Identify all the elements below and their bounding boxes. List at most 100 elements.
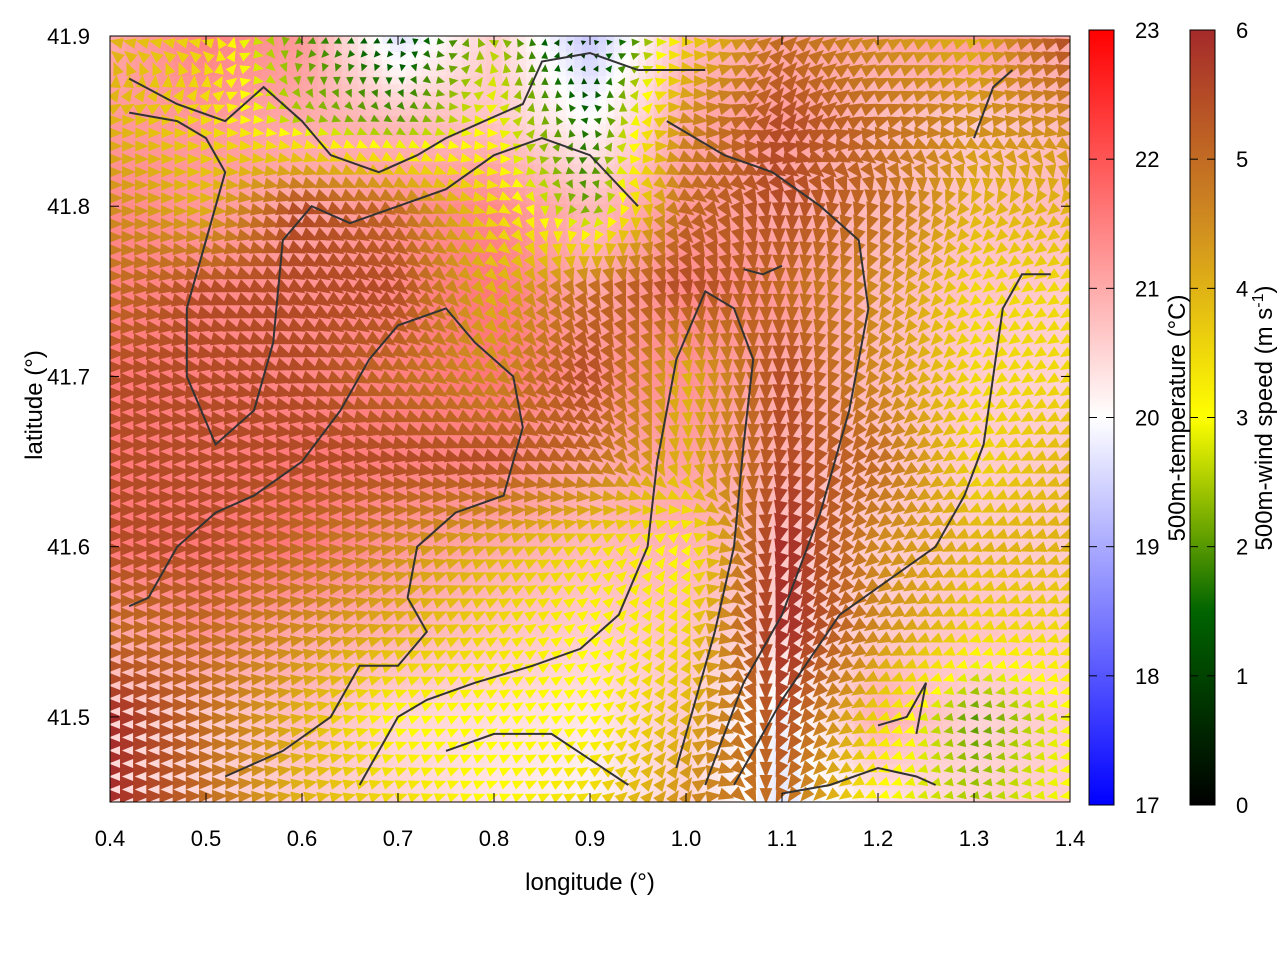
heatmap-cell <box>182 116 191 125</box>
heatmap-cell <box>950 228 959 237</box>
heatmap-cell <box>318 124 327 133</box>
heatmap-cell <box>318 132 327 141</box>
heatmap-cell <box>510 196 519 205</box>
heatmap-cell <box>750 60 759 69</box>
heatmap-cell <box>414 180 423 189</box>
heatmap-cell <box>958 132 967 141</box>
heatmap-cell <box>558 220 567 229</box>
heatmap-cell <box>454 132 463 141</box>
heatmap-cell <box>550 116 559 125</box>
heatmap-cell <box>334 108 343 117</box>
heatmap-cell <box>126 124 135 133</box>
heatmap-cell <box>118 44 127 53</box>
heatmap-cell <box>454 100 463 109</box>
heatmap-cell <box>174 172 183 181</box>
heatmap-cell <box>246 132 255 141</box>
heatmap-cell <box>1006 204 1015 213</box>
heatmap-cell <box>822 100 831 109</box>
heatmap-cell <box>166 148 175 157</box>
heatmap-cell <box>558 76 567 85</box>
heatmap-cell <box>622 132 631 141</box>
heatmap-cell <box>950 156 959 165</box>
heatmap-cell <box>710 172 719 181</box>
heatmap-cell <box>158 44 167 53</box>
heatmap-cell <box>598 228 607 237</box>
heatmap-cell <box>974 188 983 197</box>
heatmap-cell <box>294 44 303 53</box>
heatmap-cell <box>334 84 343 93</box>
heatmap-cell <box>910 236 919 245</box>
heatmap-cell <box>710 148 719 157</box>
heatmap-cell <box>694 148 703 157</box>
heatmap-cell <box>990 44 999 53</box>
heatmap-cell <box>566 60 575 69</box>
heatmap-cell <box>350 268 359 277</box>
heatmap-cell <box>614 60 623 69</box>
heatmap-cell <box>1038 124 1047 133</box>
heatmap-cell <box>686 212 695 221</box>
heatmap-cell <box>798 236 807 245</box>
heatmap-cell <box>182 148 191 157</box>
heatmap-cell <box>190 84 199 93</box>
heatmap-cell <box>558 44 567 53</box>
heatmap-cell <box>598 100 607 109</box>
heatmap-cell <box>1054 172 1063 181</box>
heatmap-cell <box>750 44 759 53</box>
heatmap-cell <box>558 164 567 173</box>
heatmap-cell <box>1006 252 1015 261</box>
heatmap-cell <box>382 108 391 117</box>
heatmap-cell <box>686 108 695 117</box>
heatmap-cell <box>542 164 551 173</box>
heatmap-cell <box>614 260 623 269</box>
heatmap-cell <box>142 188 151 197</box>
heatmap-cell <box>158 68 167 77</box>
heatmap-cell <box>790 172 799 181</box>
heatmap-cell <box>662 204 671 213</box>
heatmap-cell <box>414 108 423 117</box>
heatmap-cell <box>662 188 671 197</box>
heatmap-cell <box>454 212 463 221</box>
heatmap-cell <box>566 124 575 133</box>
heatmap-cell <box>766 68 775 77</box>
heatmap-cell <box>454 204 463 213</box>
heatmap-cell <box>766 188 775 197</box>
heatmap-cell <box>222 124 231 133</box>
heatmap-cell <box>214 108 223 117</box>
heatmap-cell <box>598 188 607 197</box>
heatmap-cell <box>414 100 423 109</box>
heatmap-cell <box>710 124 719 133</box>
heatmap-cell <box>110 44 119 53</box>
heatmap-cell <box>574 84 583 93</box>
heatmap-cell <box>942 84 951 93</box>
heatmap-cell <box>190 236 199 245</box>
heatmap-cell <box>446 172 455 181</box>
heatmap-cell <box>854 108 863 117</box>
heatmap-cell <box>310 252 319 261</box>
heatmap-cell <box>654 212 663 221</box>
heatmap-cell <box>670 172 679 181</box>
heatmap-cell <box>550 92 559 101</box>
heatmap-cell <box>422 52 431 61</box>
heatmap-cell <box>454 244 463 253</box>
heatmap-cell <box>766 244 775 253</box>
heatmap-cell <box>414 244 423 253</box>
heatmap-cell <box>606 236 615 245</box>
heatmap-cell <box>958 68 967 77</box>
heatmap-cell <box>606 188 615 197</box>
heatmap-cell <box>166 188 175 197</box>
heatmap-cell <box>502 100 511 109</box>
heatmap-cell <box>662 220 671 229</box>
heatmap-cell <box>590 52 599 61</box>
heatmap-cell <box>1014 260 1023 269</box>
heatmap-cell <box>374 228 383 237</box>
heatmap-cell <box>894 84 903 93</box>
heatmap-cell <box>702 252 711 261</box>
heatmap-cell <box>758 100 767 109</box>
heatmap-cell <box>998 132 1007 141</box>
heatmap-cell <box>126 252 135 261</box>
heatmap-cell <box>310 124 319 133</box>
heatmap-cell <box>446 108 455 117</box>
heatmap-cell <box>374 188 383 197</box>
heatmap-cell <box>462 100 471 109</box>
heatmap-cell <box>414 164 423 173</box>
